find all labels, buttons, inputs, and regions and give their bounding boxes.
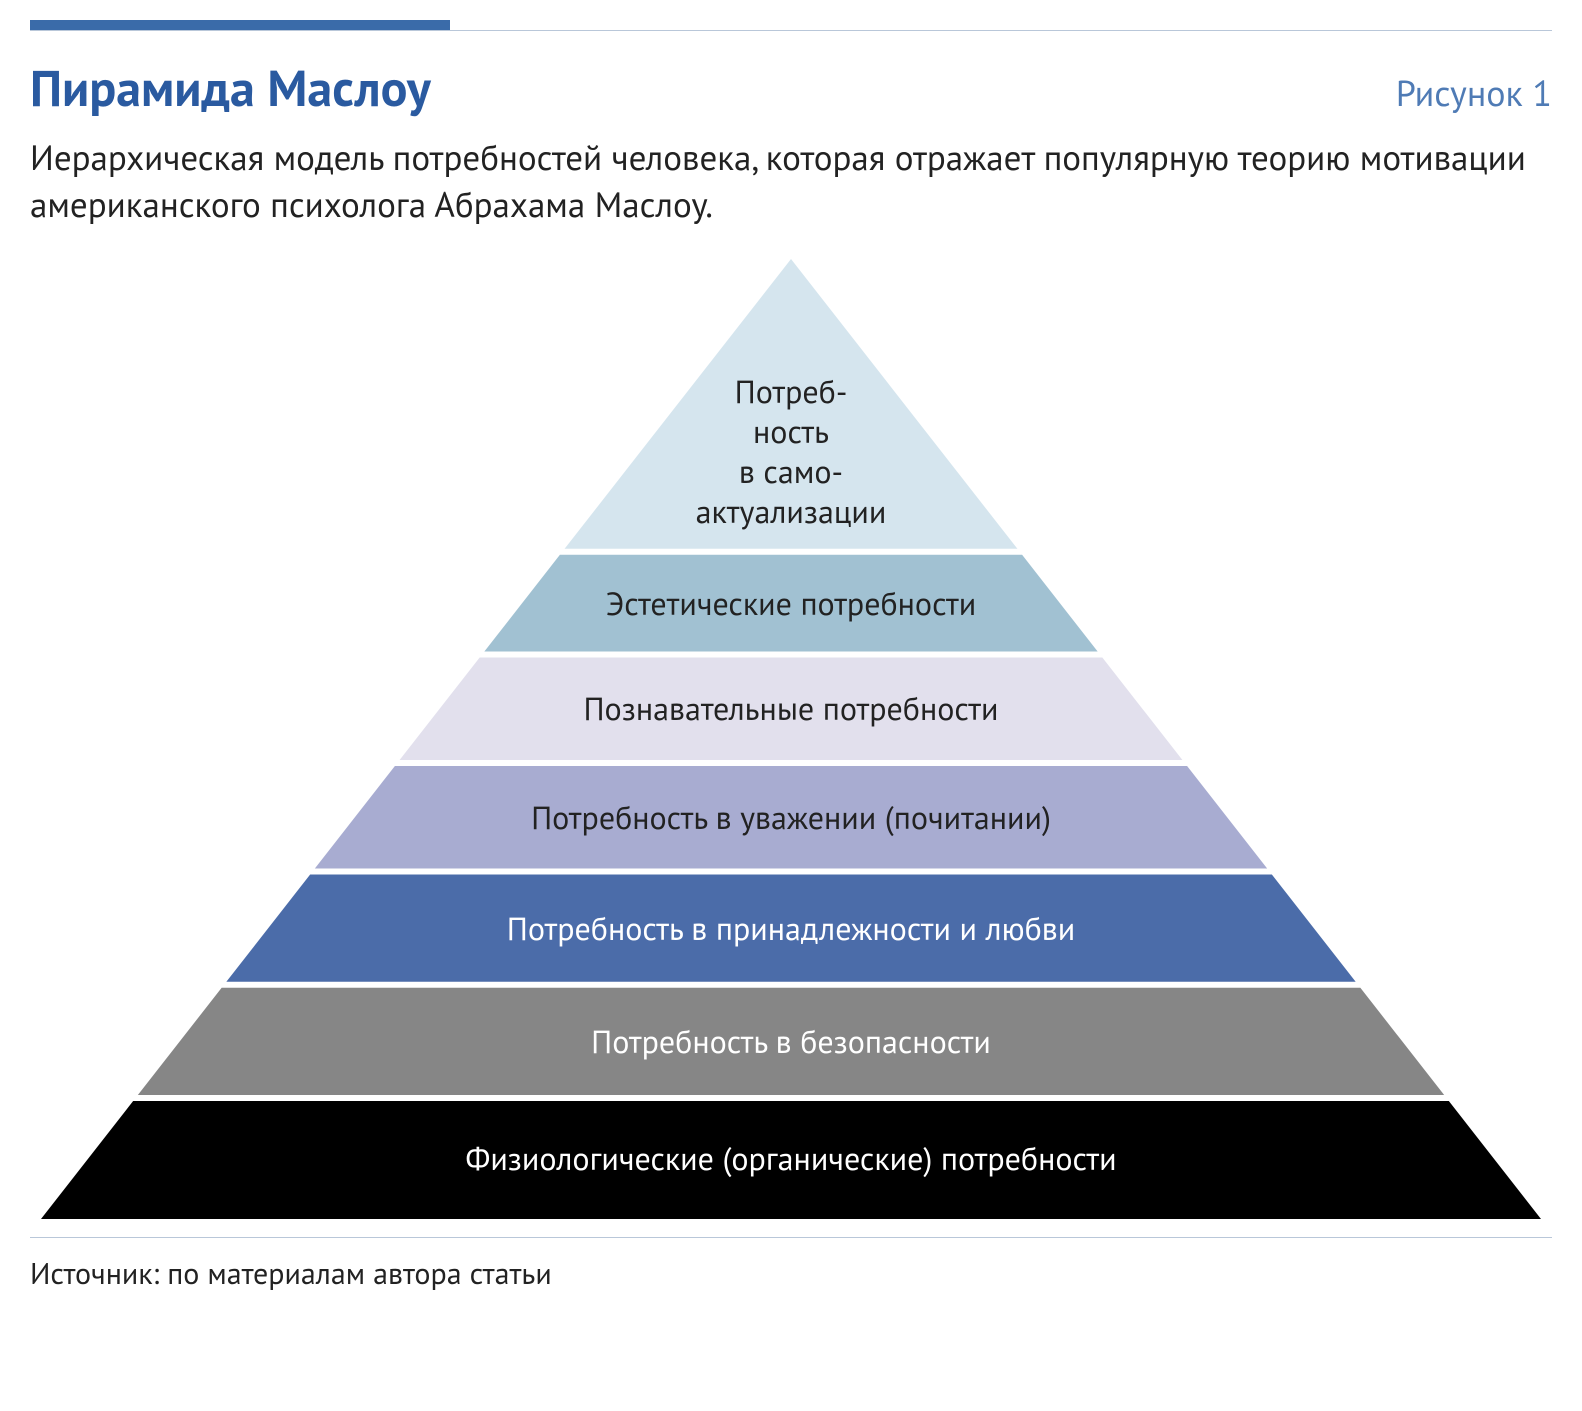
pyramid-svg (41, 259, 1541, 1219)
pyramid-level (138, 987, 1444, 1094)
pyramid-level (315, 766, 1267, 868)
pyramid-level (484, 554, 1097, 651)
source-line: Источник: по материалам автора статьи (30, 1254, 1552, 1293)
header-row: Пирамида Маслоу Рисунок 1 (30, 55, 1552, 120)
figure-label: Рисунок 1 (1396, 69, 1552, 116)
top-rule (30, 30, 1552, 31)
bottom-rule (30, 1237, 1552, 1238)
page-title: Пирамида Маслоу (30, 55, 431, 120)
pyramid-level (226, 874, 1355, 981)
subtitle: Иерархическая модель потребностей челове… (30, 134, 1552, 229)
accent-bar (30, 20, 450, 30)
pyramid-level (400, 657, 1183, 759)
pyramid-diagram: Потреб- ность в само- актуализацииЭстети… (41, 259, 1541, 1219)
pyramid-level (565, 259, 1018, 549)
pyramid-level (41, 1101, 1541, 1219)
